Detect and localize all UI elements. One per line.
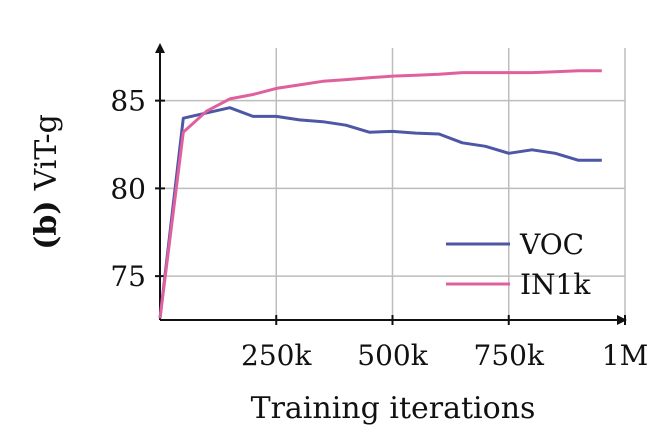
y-axis-label-prefix: (b) xyxy=(29,200,64,249)
x-tick-label: 500k xyxy=(357,339,428,372)
grid xyxy=(160,48,626,320)
y-axis-label-text: ViT-g xyxy=(29,114,64,191)
legend-label-voc: VOC xyxy=(519,228,584,261)
x-tick-label: 750k xyxy=(474,339,545,372)
x-tick-label: 1M xyxy=(602,339,648,372)
x-axis-arrow xyxy=(617,315,627,325)
y-tick-label: 80 xyxy=(110,172,146,205)
x-tick-labels: 250k 500k 750k 1M xyxy=(241,315,648,372)
series-line-in1k xyxy=(158,69,602,319)
y-tick-label: 85 xyxy=(110,85,146,118)
y-tick-label: 75 xyxy=(110,260,146,293)
series-line-voc xyxy=(158,106,602,319)
series xyxy=(158,69,602,319)
axes xyxy=(155,43,627,325)
y-tick-labels: 75 80 85 xyxy=(110,85,165,293)
y-axis-arrow xyxy=(155,43,165,53)
legend-label-in1k: IN1k xyxy=(520,268,591,301)
y-axis-label: (b) ViT-g xyxy=(29,114,64,250)
x-tick-label: 250k xyxy=(241,339,312,372)
x-axis-label: Training iterations xyxy=(251,391,536,426)
legend: VOC IN1k xyxy=(446,228,591,301)
